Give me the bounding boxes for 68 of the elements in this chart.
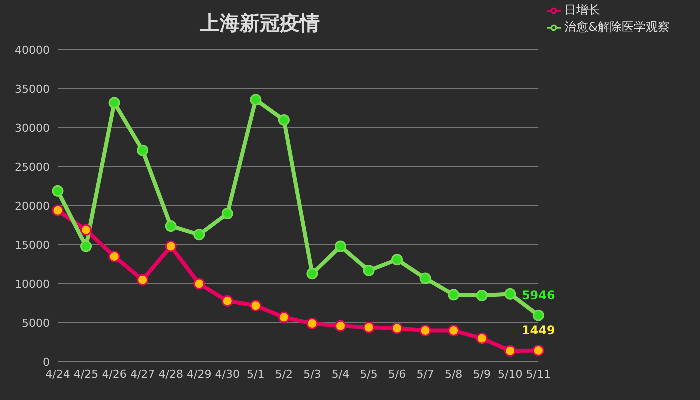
point	[504, 288, 516, 300]
x-tick-label: 5/3	[304, 368, 322, 381]
point	[137, 274, 149, 286]
point	[392, 254, 404, 266]
data-label: 1449	[522, 324, 556, 338]
point	[194, 229, 206, 241]
x-tick-label: 4/26	[102, 368, 127, 381]
x-tick-label: 4/28	[158, 368, 184, 381]
y-tick-label: 40000	[15, 44, 50, 57]
point	[334, 240, 346, 252]
legend-label: 日增长	[564, 3, 601, 17]
point	[222, 208, 234, 220]
point	[363, 322, 375, 334]
point	[108, 250, 120, 262]
x-tick-label: 5/8	[444, 368, 463, 381]
x-tick-label: 4/24	[46, 368, 70, 381]
x-tick-label: 5/6	[388, 368, 406, 381]
point	[137, 144, 149, 156]
y-tick-label: 10000	[15, 278, 50, 291]
point	[392, 322, 404, 334]
x-tick-label: 5/2	[275, 368, 294, 381]
legend-label: 治愈&解除医学观察	[564, 20, 670, 34]
y-tick-label: 30000	[15, 122, 50, 135]
point	[165, 240, 177, 252]
point	[476, 332, 488, 344]
point	[250, 300, 262, 312]
point	[532, 310, 544, 322]
point	[278, 114, 290, 126]
x-tick-label: 5/9	[473, 368, 491, 381]
point	[278, 312, 290, 324]
point	[52, 204, 64, 216]
x-tick-label: 5/11	[526, 368, 551, 381]
point	[363, 264, 375, 276]
point	[420, 325, 432, 337]
x-tick-label: 5/4	[332, 368, 350, 381]
point	[334, 320, 346, 332]
x-tick-label: 4/27	[130, 368, 156, 381]
point	[448, 289, 460, 301]
point	[52, 185, 64, 197]
point	[476, 290, 488, 302]
point	[448, 325, 460, 337]
point	[306, 318, 318, 330]
chart-title: 上海新冠疫情	[199, 10, 321, 37]
x-tick-label: 5/1	[247, 368, 265, 381]
y-tick-label: 35000	[15, 82, 50, 96]
point	[80, 240, 92, 252]
x-tick-label: 4/29	[187, 368, 212, 381]
y-tick-label: 15000	[15, 238, 50, 252]
x-tick-label: 5/5	[360, 368, 378, 381]
x-tick-label: 5/10	[498, 368, 523, 381]
x-tick-label: 4/25	[74, 368, 99, 381]
y-tick-label: 25000	[15, 160, 50, 174]
point	[80, 224, 92, 236]
y-tick-label: 0	[43, 356, 50, 369]
point	[222, 295, 234, 307]
point	[108, 97, 120, 109]
point	[420, 272, 432, 284]
point	[306, 268, 318, 280]
x-tick-label: 5/7	[416, 368, 434, 381]
point	[532, 344, 544, 356]
x-tick-label: 4/30	[215, 368, 240, 381]
point	[504, 345, 516, 357]
y-tick-label: 20000	[15, 200, 50, 213]
data-label: 5946	[522, 288, 556, 303]
point	[194, 278, 206, 290]
point	[250, 94, 262, 106]
y-tick-label: 5000	[22, 316, 50, 330]
point	[165, 220, 177, 232]
